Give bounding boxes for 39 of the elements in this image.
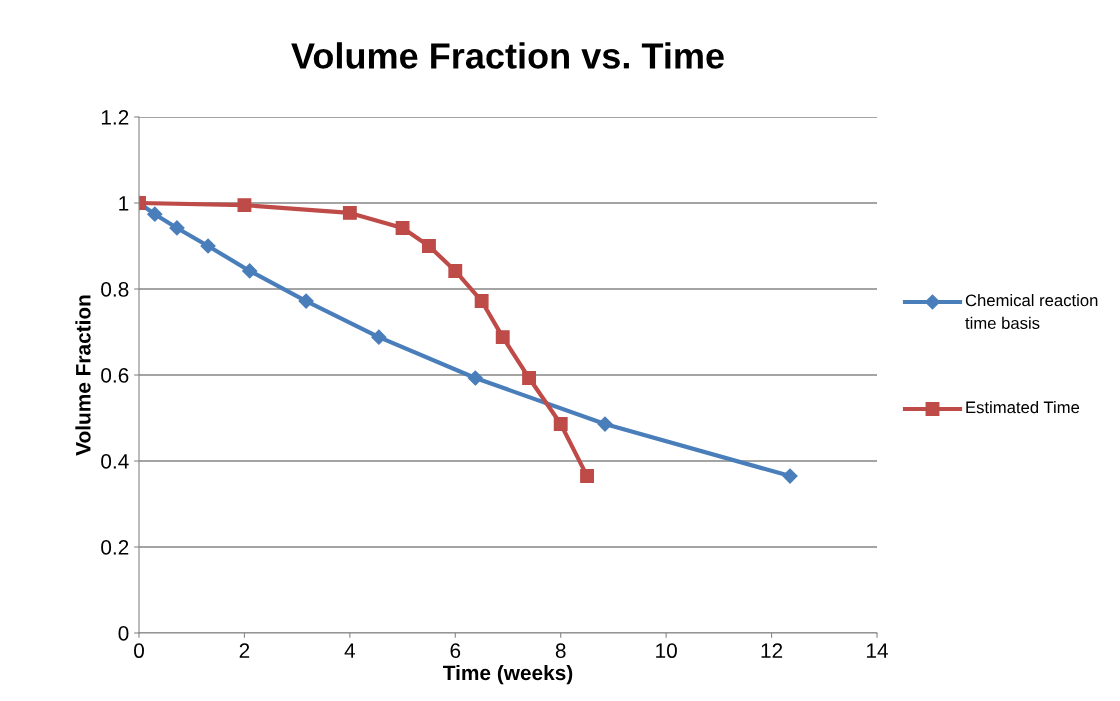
x-tick-label: 10 <box>656 643 677 659</box>
point <box>782 468 798 484</box>
point <box>169 220 185 236</box>
x-tick-label: 6 <box>450 643 461 659</box>
point <box>395 220 410 235</box>
y-tick-label: 0 <box>118 626 129 641</box>
point <box>522 371 537 385</box>
y-tick-label: 1 <box>119 196 129 211</box>
y-tick-label: 1.2 <box>101 110 129 125</box>
point <box>597 416 613 432</box>
legend-label: Chemical reaction time basis <box>965 294 1098 330</box>
x-tick-label: 12 <box>761 643 783 658</box>
y-tick-label: 0.6 <box>101 368 129 383</box>
legend-label: Estimated Time <box>966 401 1080 414</box>
point <box>553 417 568 431</box>
point <box>342 205 357 220</box>
point <box>495 330 510 345</box>
point <box>474 294 489 308</box>
y-tick-label: 0.2 <box>101 540 129 555</box>
chart-title: Volume Fraction vs. Time <box>291 42 724 69</box>
x-tick-label: 8 <box>555 643 566 659</box>
y-tick-label: 0.8 <box>101 282 129 297</box>
point <box>448 263 463 278</box>
y-axis-title: Volume Fraction <box>75 295 91 456</box>
point <box>371 329 387 345</box>
point <box>298 293 314 309</box>
x-tick-label: 4 <box>344 643 356 658</box>
point <box>242 263 258 279</box>
point <box>200 238 216 254</box>
x-axis-title: Time (weeks) <box>443 664 573 685</box>
x-tick-label: 14 <box>867 643 888 658</box>
point <box>237 198 252 213</box>
y-tick-label: 0.4 <box>101 454 129 469</box>
point <box>580 469 595 483</box>
point <box>421 239 436 253</box>
x-tick-label: 2 <box>239 643 250 658</box>
point <box>147 206 163 222</box>
point <box>467 370 483 386</box>
x-tick-label: 0 <box>134 643 144 659</box>
